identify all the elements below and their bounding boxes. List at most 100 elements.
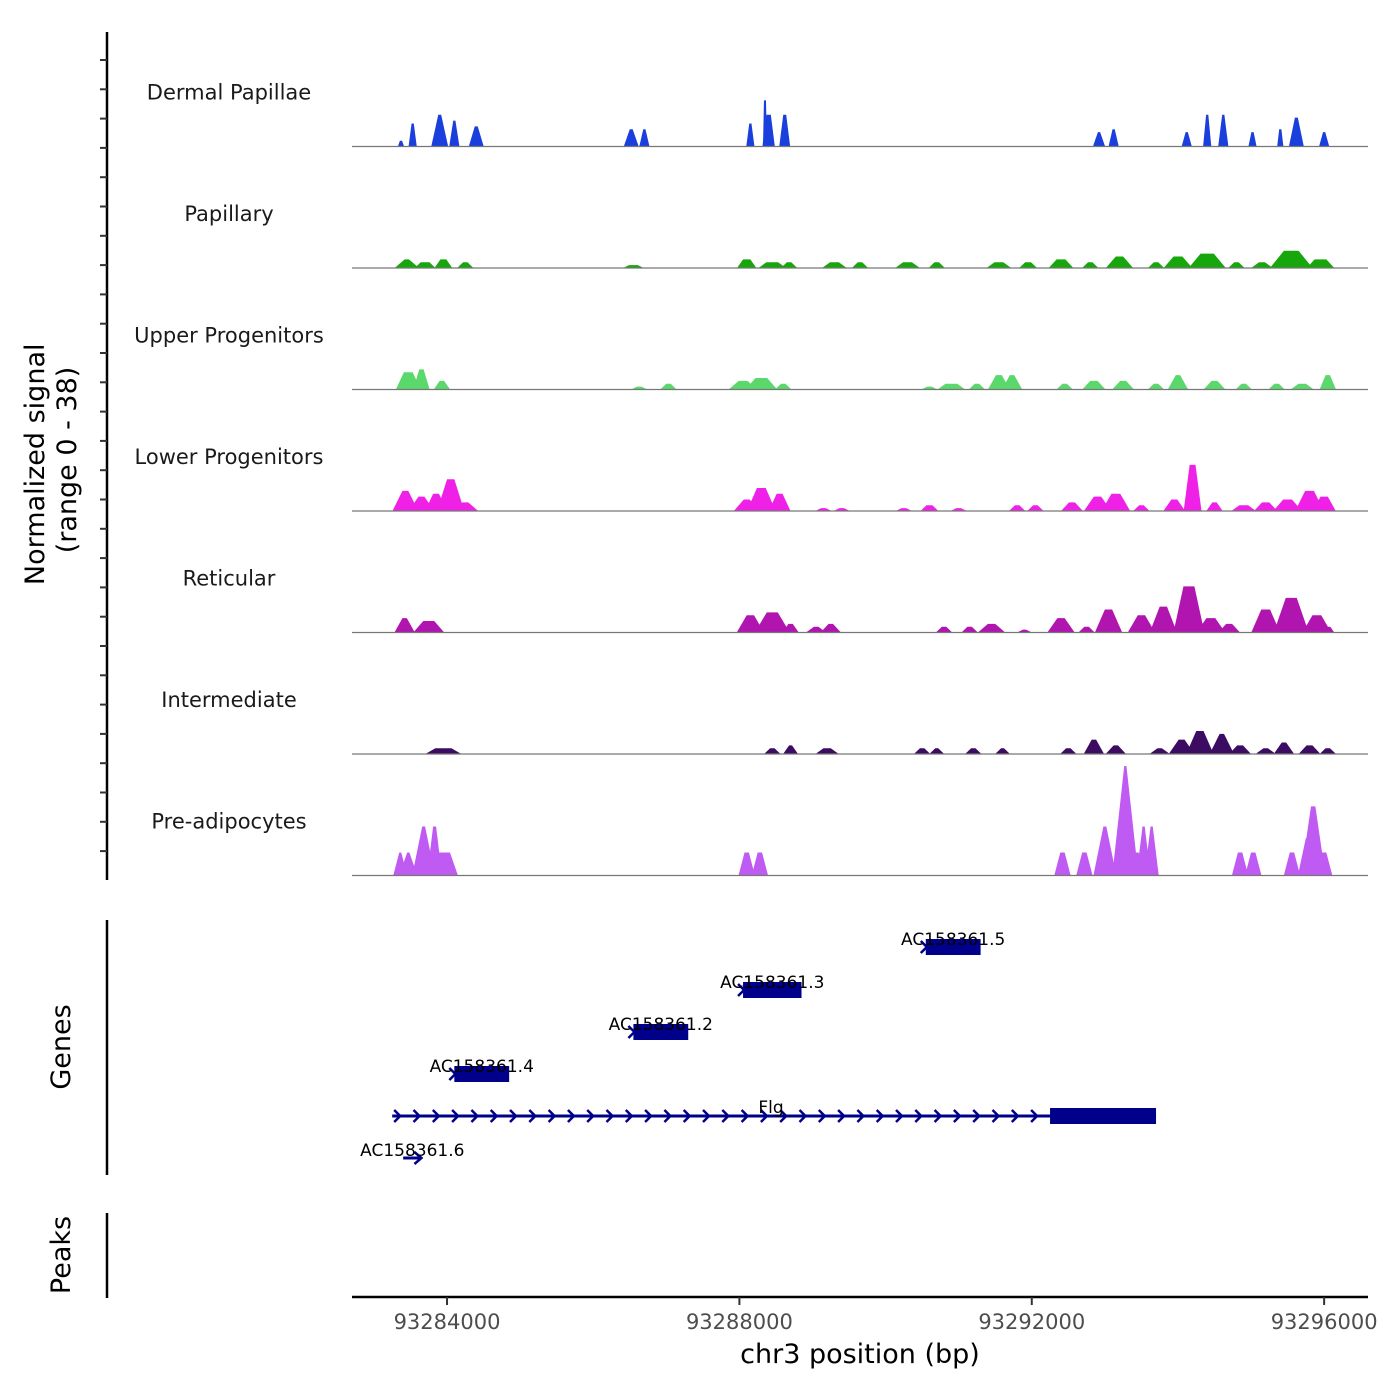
signal-peak [1016,629,1032,633]
signal-peak [775,383,792,390]
signal-peak [392,490,419,511]
strand-arrow [856,1109,866,1123]
signal-peak [1001,375,1023,390]
signal-peak [1019,262,1038,268]
signal-peak [413,369,430,390]
signal-peak [1297,838,1317,876]
strand-arrow [528,1109,538,1123]
signal-peak [449,120,460,147]
signal-peak [468,126,484,147]
signal-peak [935,626,953,633]
signal-peak [961,626,978,633]
strand-arrow [586,1109,595,1123]
gene-label: AC158361.5 [901,930,1005,950]
strand-arrow [431,1109,441,1123]
signal-peak [779,114,791,147]
signal-peak [1245,852,1262,876]
signal-peak [968,383,986,390]
signal-peak [1105,256,1134,268]
track-label: Papillary [184,202,273,226]
signal-peak [623,129,639,147]
signal-peak [805,626,827,633]
signal-peak [1008,505,1026,511]
signal-peak [783,745,799,754]
signal-peak [986,262,1012,268]
signal-peak [1163,256,1193,268]
signal-peak [1302,615,1332,633]
track-pre-adipocytes: Pre-adipocytes [151,766,1368,877]
strand-arrow [721,1109,731,1123]
signal-peak [1319,132,1330,147]
gene-flg: Flg [392,1098,1157,1124]
signal-peak [1082,262,1099,268]
signal-peak [397,140,405,147]
track-dermal-papillae: Dermal Papillae [147,81,1368,148]
signal-peak [1183,464,1202,511]
strand-arrow [567,1109,576,1123]
signal-peak [1082,380,1106,390]
strand-arrow [740,1109,750,1123]
signal-peak [1248,132,1257,147]
gene-label: Flg [758,1098,783,1118]
gene-ac158361-3: AC158361.3 [720,973,824,998]
gene-ac158361-4: AC158361.4 [430,1057,534,1082]
signal-peak [1188,253,1226,268]
signal-peak [1101,493,1131,511]
gene-exon [454,1066,510,1082]
x-axis-label: chr3 position (bp) [740,1339,980,1370]
signal-peak [434,259,453,268]
signal-peak [623,265,644,268]
signal-peak [995,748,1010,754]
strand-arrow [895,1109,904,1123]
signal-peak [1229,745,1252,754]
signal-peak [1112,766,1139,876]
strand-arrow [682,1109,692,1123]
signal-peak [394,259,420,268]
signal-peak [929,748,945,754]
signal-peak [1108,129,1119,147]
signal-peak [1254,502,1278,511]
signal-peak [1324,626,1335,633]
signal-peak [457,262,474,268]
signal-peak [408,123,417,147]
signal-peak [1273,499,1302,511]
signal-peak [1056,383,1073,390]
strand-arrow [991,1109,1001,1123]
signal-peak [1255,748,1276,754]
gene-track: AC158361.5 AC158361.3 AC158361.2 AC158361.4… [360,930,1157,1165]
signal-peak [1203,114,1212,147]
track-label: Dermal Papillae [147,81,311,105]
strand-arrow [489,1109,499,1123]
strand-arrow [470,1109,480,1123]
gene-exon [743,982,802,998]
gene-ac158361-5: AC158361.5 [901,930,1005,955]
signal-peak [639,129,650,147]
gene-exon [633,1024,689,1040]
signal-peak [921,386,938,390]
signal-peak [631,386,648,390]
strand-arrow [919,940,929,954]
signal-peak [736,615,765,633]
strand-arrow [837,1109,846,1123]
signal-peak [413,620,445,633]
track-label: Pre-adipocytes [151,810,306,834]
signal-peak [762,100,767,147]
signal-peak [425,748,462,754]
strand-arrow [737,983,746,997]
strand-arrow [547,1109,557,1123]
signal-peak [851,262,869,268]
signal-peak [895,262,920,268]
signal-peak [768,493,791,511]
track-label: Lower Progenitors [135,445,324,469]
signal-peak [399,852,418,876]
signal-peak [1144,826,1159,876]
signal-peak [1273,597,1309,633]
signal-peak [1277,129,1284,147]
signal-peak [1312,496,1336,511]
x-tick-label: 93292000 [978,1310,1085,1334]
signal-peak [1298,745,1321,754]
x-tick-label: 93288000 [686,1310,793,1334]
signal-peak [395,372,421,390]
signal-peak [895,508,913,511]
strand-arrow [779,1109,788,1123]
